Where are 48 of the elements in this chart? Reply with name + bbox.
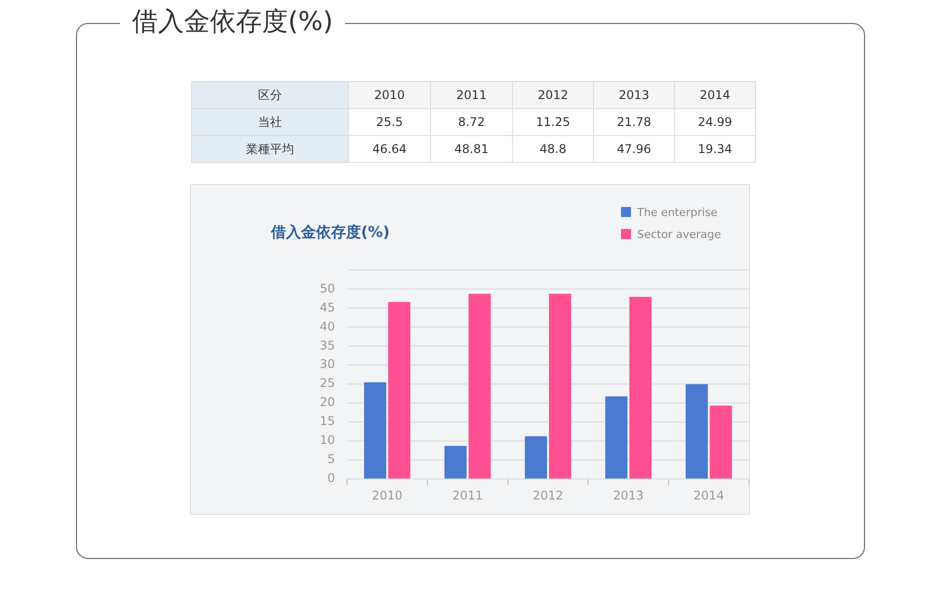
y-tick-label: 50 xyxy=(320,281,335,296)
x-tick-label: 2013 xyxy=(613,488,644,502)
bar xyxy=(444,446,467,478)
text: 当社 xyxy=(192,108,348,136)
chart-title: 借入金依存度(%) xyxy=(132,7,333,37)
category-label: 2012 xyxy=(538,88,568,102)
data-label: 19.34 xyxy=(674,136,756,162)
bar xyxy=(710,406,732,478)
data-label: 48.8 xyxy=(512,136,594,162)
y-tick-label: 35 xyxy=(320,338,335,352)
data-label: 21.78 xyxy=(594,108,674,136)
bar xyxy=(548,294,572,478)
category-label: 2011 xyxy=(456,88,487,102)
y-tick-label: 15 xyxy=(320,414,335,428)
y-tick-label: 30 xyxy=(320,357,335,372)
x-tick-label: 2010 xyxy=(372,488,402,502)
category-label: 2014 xyxy=(700,88,730,102)
y-tick-label: 40 xyxy=(320,319,335,334)
text: 業種平均 xyxy=(192,136,348,162)
bar xyxy=(605,396,628,478)
y-tick-label: 10 xyxy=(320,433,335,448)
y-tick-label: 5 xyxy=(327,452,335,466)
data-label: 24.99 xyxy=(674,108,756,136)
bar xyxy=(468,294,491,478)
y-tick-label: 45 xyxy=(320,300,335,314)
chart-title: 借入金依存度(%) xyxy=(271,223,390,242)
y-tick-label: 20 xyxy=(320,395,335,410)
data-label: 11.25 xyxy=(512,108,594,136)
category-label: 2013 xyxy=(618,88,650,102)
bar xyxy=(686,384,708,478)
y-tick-label: 0 xyxy=(327,471,335,486)
data-label: 47.96 xyxy=(594,136,674,162)
data-label: 48.81 xyxy=(430,136,512,162)
x-tick-label: 2011 xyxy=(452,488,483,502)
x-tick-label: 2012 xyxy=(532,488,564,502)
category-label: 2010 xyxy=(374,88,405,102)
legend-label: Sector average xyxy=(637,228,721,240)
data-label: 25.5 xyxy=(348,108,430,136)
bar xyxy=(524,436,548,478)
y-tick-label: 25 xyxy=(320,376,335,390)
text: 区分 xyxy=(192,82,348,108)
x-tick-label: 2014 xyxy=(694,488,724,502)
bar xyxy=(388,302,410,478)
legend-label: The enterprise xyxy=(637,206,718,218)
bar xyxy=(629,296,652,478)
bar xyxy=(364,382,386,478)
data-label: 8.72 xyxy=(430,108,512,136)
data-label: 46.64 xyxy=(348,136,430,162)
